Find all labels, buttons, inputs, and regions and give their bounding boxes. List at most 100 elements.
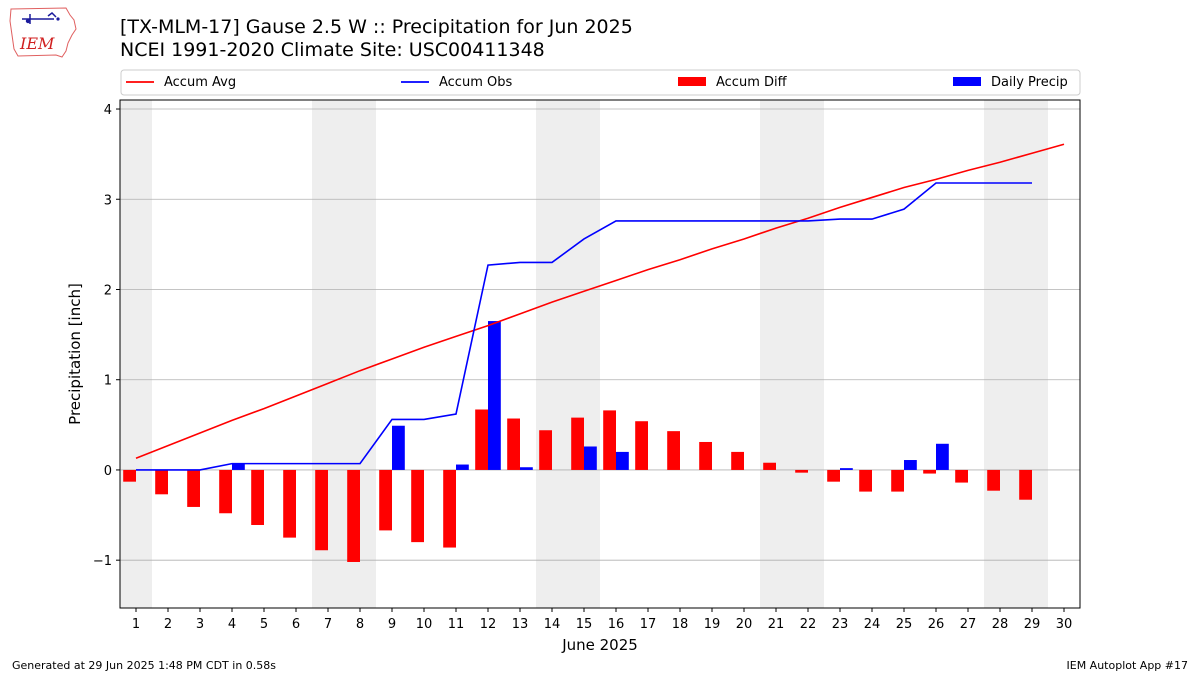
legend-label: Accum Obs — [439, 75, 512, 90]
x-tick-label: 3 — [196, 617, 204, 632]
x-tick-label: 4 — [228, 617, 236, 632]
y-tick-label: 2 — [104, 283, 112, 298]
x-tick-label: 2 — [164, 617, 172, 632]
iowa-outline-icon — [9, 7, 77, 58]
accum-diff-bar — [251, 469, 264, 525]
accum-diff-bar — [571, 417, 584, 470]
accum-diff-bar — [763, 462, 776, 470]
accum-diff-bar — [859, 469, 872, 492]
accum-diff-bar — [987, 469, 1000, 491]
y-tick-label: 4 — [104, 103, 112, 118]
x-tick-label: 14 — [544, 617, 561, 632]
x-tick-label: 28 — [992, 617, 1009, 632]
accum-diff-bar — [699, 441, 712, 470]
x-tick-label: 17 — [640, 617, 657, 632]
daily-precip-bar — [456, 464, 469, 470]
accum-obs-line — [136, 182, 1032, 471]
generated-note: Generated at 29 Jun 2025 1:48 PM CDT in … — [12, 659, 277, 672]
x-tick-label: 9 — [388, 617, 396, 632]
accum-diff-bar — [891, 469, 904, 492]
accum-diff-bar — [315, 469, 328, 551]
weekend-band — [760, 100, 824, 608]
accum-diff-bar — [507, 418, 520, 470]
accum-diff-bar — [443, 469, 456, 548]
chart-subtitle: NCEI 1991-2020 Climate Site: USC00411348 — [120, 39, 545, 61]
y-tick-label: 3 — [104, 193, 112, 208]
accum-diff-bar — [411, 469, 424, 543]
accum-diff-bar — [283, 469, 296, 538]
accum-diff-bar — [155, 469, 168, 495]
x-tick-label: 27 — [960, 617, 977, 632]
daily-precip-bar — [936, 443, 949, 470]
daily-precip-bar — [520, 467, 533, 470]
y-tick-label: 0 — [104, 464, 112, 479]
accum-diff-bar — [667, 431, 680, 470]
x-tick-label: 12 — [480, 617, 497, 632]
accum-diff-bar — [539, 430, 552, 470]
x-tick-label: 13 — [512, 617, 529, 632]
x-tick-label: 25 — [896, 617, 913, 632]
x-tick-label: 16 — [608, 617, 625, 632]
x-tick-label: 21 — [768, 617, 785, 632]
app-credit: IEM Autoplot App #17 — [1066, 659, 1189, 672]
x-tick-label: 20 — [736, 617, 753, 632]
daily-precip-bar — [904, 460, 917, 470]
x-tick-label: 1 — [132, 617, 140, 632]
accum-diff-bar — [923, 469, 936, 474]
accum-diff-bar — [795, 469, 808, 473]
y-axis-label: Precipitation [inch] — [66, 283, 84, 425]
daily-precip-bar — [584, 446, 597, 470]
accum-avg-line — [135, 143, 1065, 459]
legend-label: Accum Diff — [716, 75, 788, 90]
accum-diff-bar — [1019, 469, 1032, 500]
weekend-band — [984, 100, 1048, 608]
chart-title: [TX-MLM-17] Gause 2.5 W :: Precipitation… — [120, 16, 633, 38]
plot-frame — [119, 99, 1081, 609]
y-tick-label: 1 — [104, 374, 112, 389]
weekend-band — [120, 100, 152, 608]
daily-precip-bar — [232, 463, 245, 470]
legend-bar-swatch — [953, 77, 981, 86]
legend-label: Accum Avg — [164, 75, 236, 90]
accum-diff-bar — [347, 469, 360, 562]
logo-text: IEM — [19, 34, 55, 53]
accum-diff-bar — [603, 410, 616, 470]
x-tick-label: 7 — [324, 617, 332, 632]
accum-diff-bar — [379, 469, 392, 531]
iem-logo: IEM — [9, 7, 77, 58]
x-tick-label: 30 — [1056, 617, 1073, 632]
legend-label: Daily Precip — [991, 75, 1068, 90]
weekend-band — [536, 100, 600, 608]
accum-diff-bar — [187, 469, 200, 507]
x-tick-label: 26 — [928, 617, 945, 632]
legend-box — [120, 69, 1081, 96]
weekend-band — [312, 100, 376, 608]
daily-precip-bar — [840, 468, 853, 470]
accum-diff-bar — [635, 421, 648, 470]
x-tick-label: 15 — [576, 617, 593, 632]
y-tick-label: −1 — [93, 554, 112, 569]
accum-diff-bar — [219, 469, 232, 514]
x-tick-label: 22 — [800, 617, 817, 632]
accum-diff-bar — [123, 469, 136, 482]
daily-precip-bar — [488, 321, 501, 470]
accum-diff-bar — [955, 469, 968, 483]
daily-precip-bar — [616, 451, 629, 470]
x-tick-label: 6 — [292, 617, 300, 632]
x-tick-label: 24 — [864, 617, 881, 632]
accum-diff-bar — [731, 451, 744, 470]
x-tick-label: 19 — [704, 617, 721, 632]
x-tick-label: 10 — [416, 617, 433, 632]
x-tick-label: 29 — [1024, 617, 1041, 632]
x-tick-label: 23 — [832, 617, 849, 632]
legend-bar-swatch — [678, 77, 706, 86]
x-tick-label: 11 — [448, 617, 465, 632]
x-axis-label: June 2025 — [561, 636, 638, 654]
x-tick-label: 8 — [356, 617, 364, 632]
accum-diff-bar — [475, 409, 488, 470]
accum-diff-bar — [827, 469, 840, 482]
daily-precip-bar — [392, 425, 405, 470]
x-tick-label: 5 — [260, 617, 268, 632]
x-tick-label: 18 — [672, 617, 689, 632]
